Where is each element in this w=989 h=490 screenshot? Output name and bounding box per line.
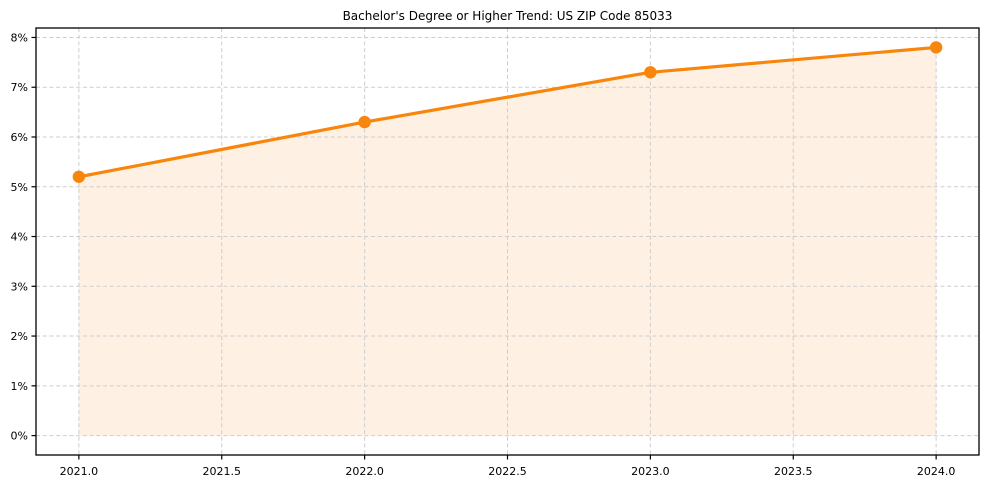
y-tick-label: 2%: [11, 330, 28, 343]
y-tick-label: 3%: [11, 280, 28, 293]
x-tick-label: 2021.5: [202, 465, 241, 478]
area-fill: [78, 47, 937, 436]
y-tick-label: 7%: [11, 81, 28, 94]
trend-line: [77, 45, 938, 179]
x-tick-label: 2021.0: [60, 465, 99, 478]
y-tick-label: 8%: [11, 31, 28, 44]
data-point-marker: [929, 41, 943, 54]
y-tick-label: 6%: [11, 131, 28, 144]
y-tick-label: 5%: [11, 181, 28, 194]
data-point-marker: [644, 66, 657, 79]
x-tick-label: 2024.0: [917, 465, 956, 478]
x-tick-label: 2023.0: [631, 465, 670, 478]
y-tick-label: 4%: [11, 231, 28, 244]
x-tick-label: 2022.0: [345, 465, 384, 478]
chart-title: Bachelor's Degree or Higher Trend: US ZI…: [342, 9, 673, 23]
x-tick-label: 2022.5: [488, 465, 527, 478]
y-tick-label: 1%: [11, 380, 28, 393]
data-point-marker: [358, 115, 371, 129]
y-tick-label: 0%: [11, 430, 28, 443]
data-point-marker: [72, 170, 86, 184]
x-tick-label: 2023.5: [774, 465, 813, 478]
